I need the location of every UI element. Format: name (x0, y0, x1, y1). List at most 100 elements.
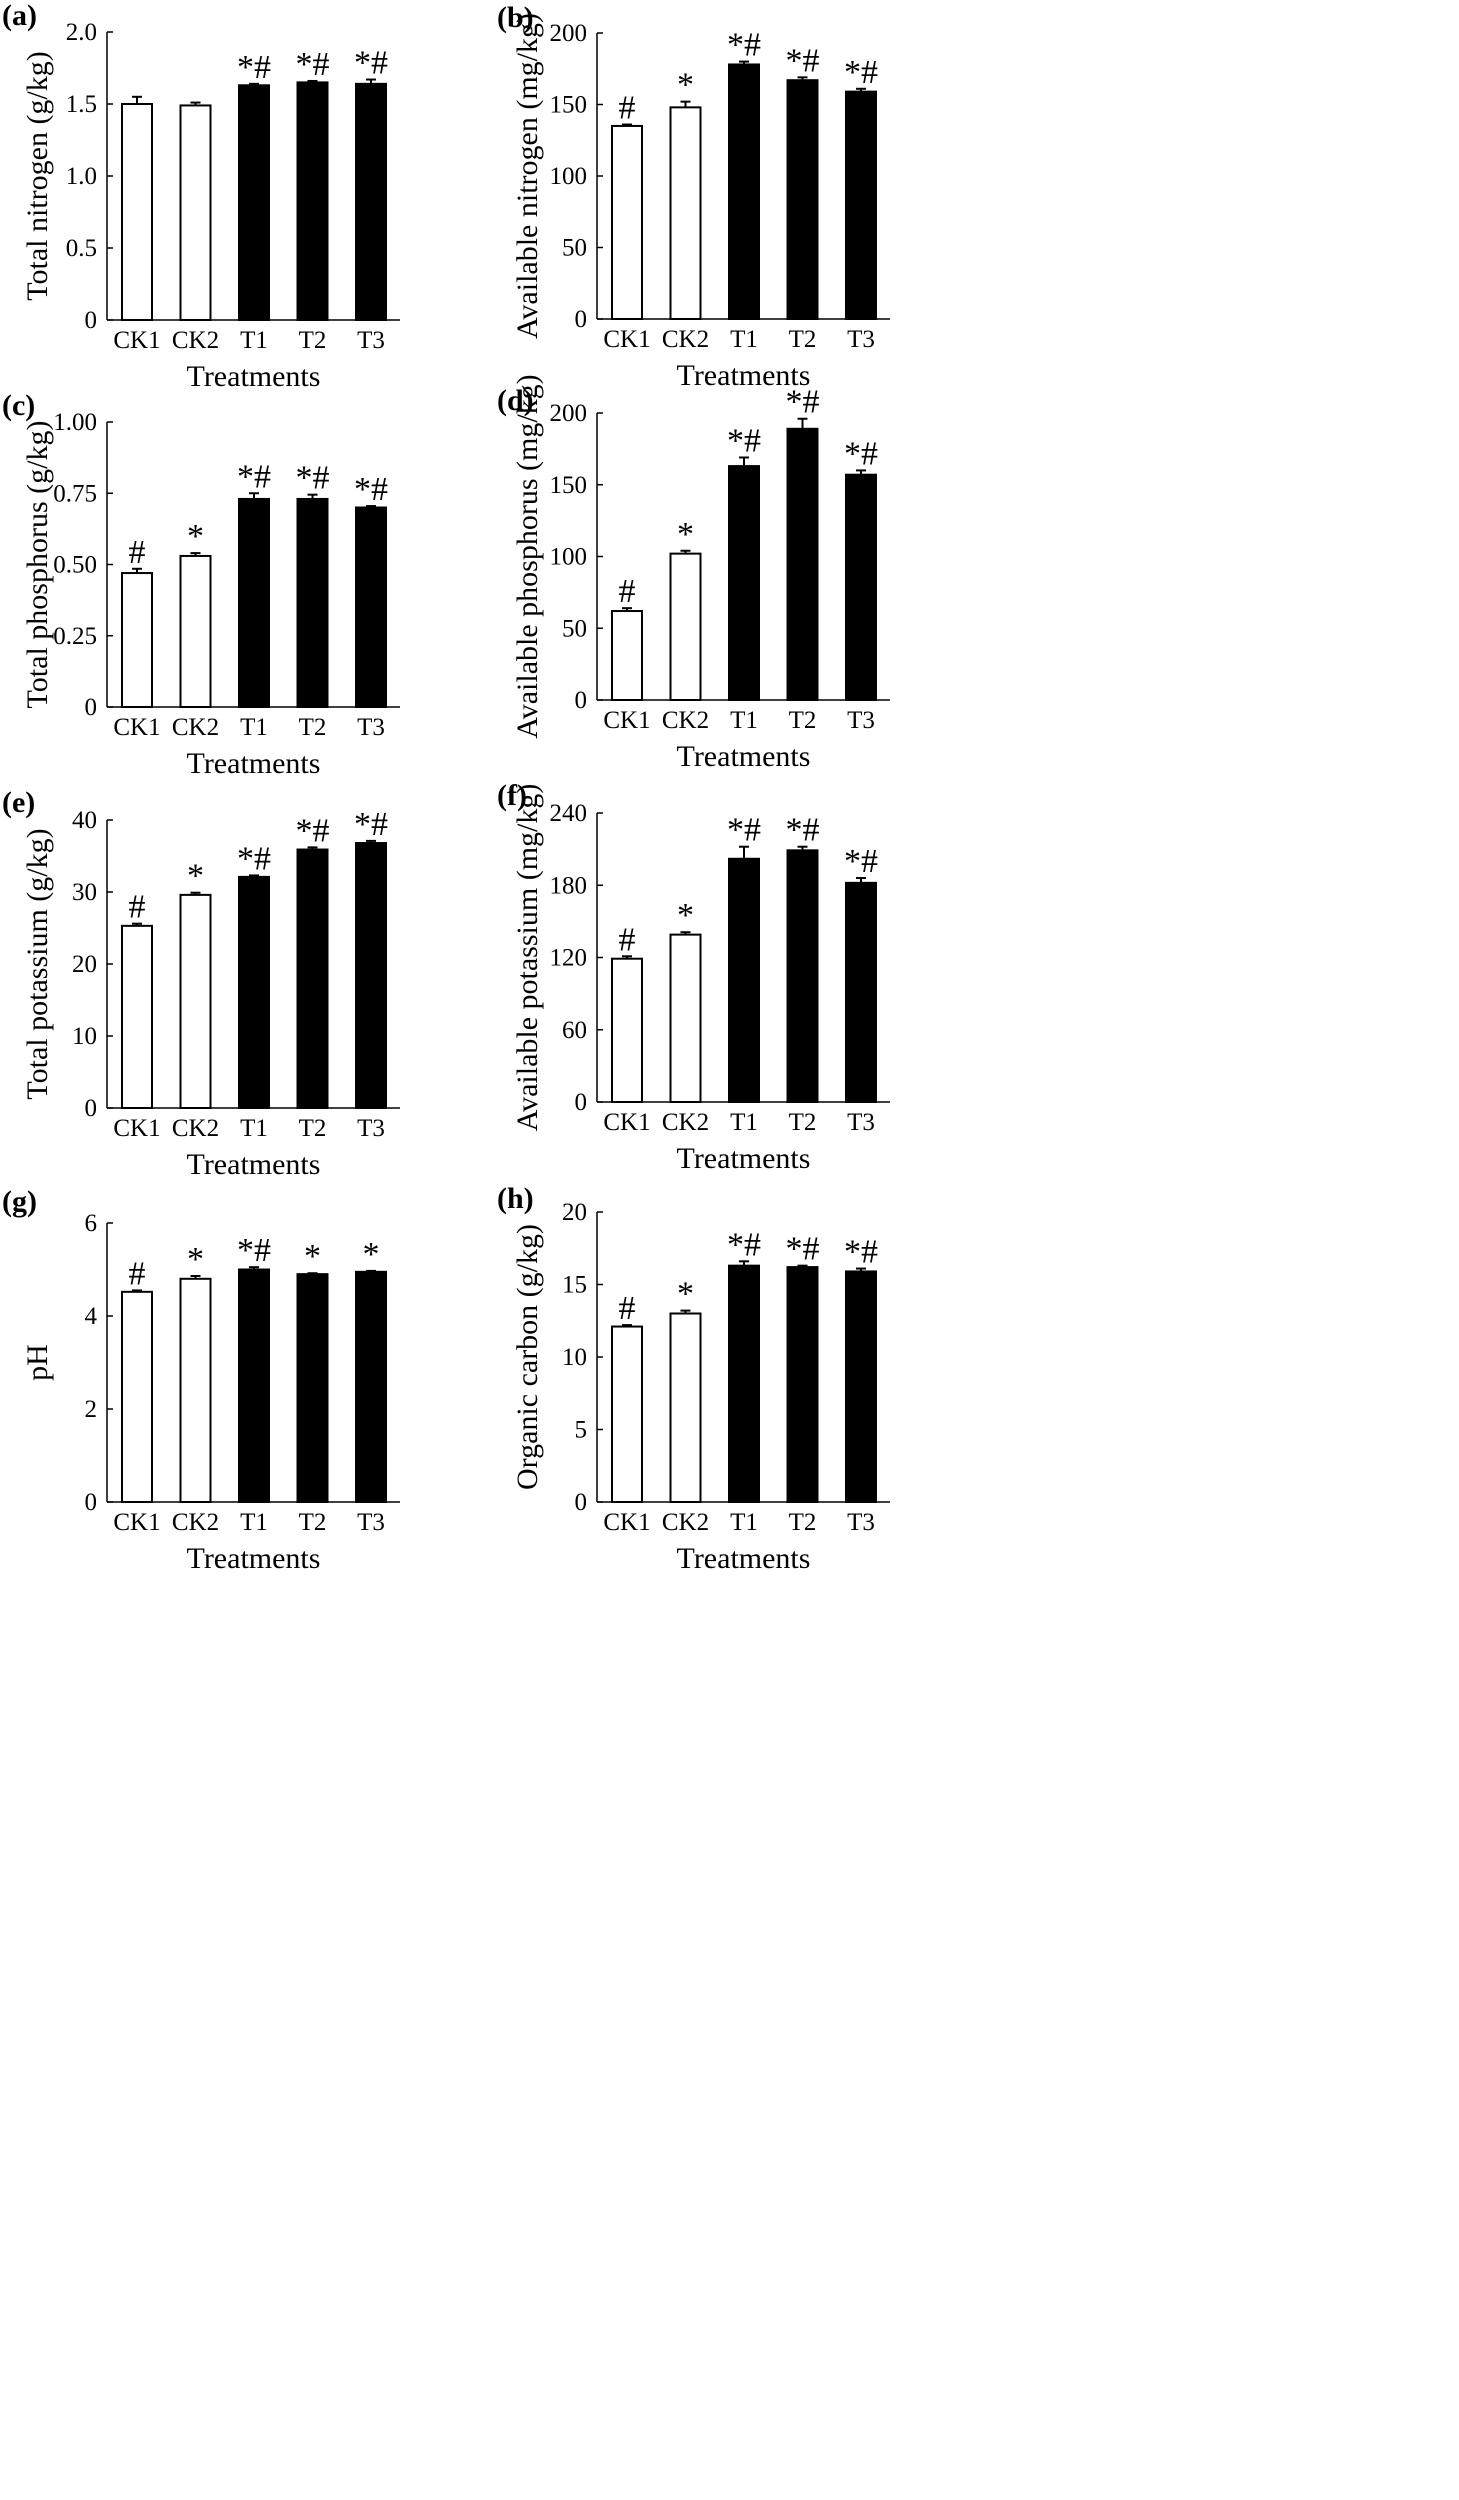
significance-mark: * (677, 1276, 694, 1313)
bar-t3 (845, 1270, 877, 1503)
bar-t3 (355, 1270, 387, 1503)
chart-panel-e: (e) 0 10 20 30 40 CK1 # CK2 * T1 *# T2 *# T3 *# Treatmen… (2, 786, 400, 1181)
significance-mark: *# (727, 1226, 761, 1263)
y-axis-title: pH (21, 1344, 54, 1381)
x-tick-label: CK2 (662, 707, 709, 734)
x-tick-label: CK2 (172, 1115, 219, 1142)
bar-t1 (238, 875, 270, 1109)
y-tick-label: 0 (575, 687, 588, 714)
bar-ck2 (179, 893, 212, 1109)
bar-t1 (728, 857, 760, 1104)
x-tick-label: T3 (847, 707, 875, 734)
x-tick-label: T1 (240, 1115, 268, 1142)
bar-ck2 (179, 104, 212, 321)
x-tick-label: T3 (357, 327, 385, 354)
significance-mark: *# (727, 27, 761, 64)
significance-mark: # (619, 921, 636, 958)
panel-label: (a) (2, 0, 37, 32)
significance-mark: *# (296, 812, 330, 849)
bar-ck1 (121, 1290, 153, 1503)
x-tick-label: T3 (847, 1509, 875, 1536)
y-axis-title: Available nitrogen (mg/kg) (511, 13, 544, 339)
bar-ck1 (121, 924, 153, 1110)
significance-mark: *# (786, 1231, 820, 1268)
y-tick-label: 0 (575, 1089, 588, 1116)
y-tick-label: 1.5 (66, 91, 97, 118)
x-axis-title: Treatments (187, 1148, 321, 1181)
x-axis-title: Treatments (187, 360, 321, 393)
bar-t2 (296, 497, 329, 709)
significance-mark: *# (727, 422, 761, 459)
significance-mark: *# (354, 806, 388, 843)
bar-t1 (728, 465, 760, 701)
x-tick-label: T1 (730, 326, 758, 353)
chart-panel-b: (b) 0 50 100 150 200 CK1 # CK2 * T1 *# T2 *# T3 *# Treat… (497, 1, 890, 392)
chart-panel-h: (h) 0 5 10 15 20 CK1 # CK2 * T1 *# T2 *# T3 *# Treatment… (497, 1182, 890, 1575)
x-tick-label: T2 (299, 714, 327, 741)
x-tick-label: CK1 (113, 1509, 160, 1536)
panel-label: (b) (497, 1, 534, 34)
bar-ck2 (669, 933, 702, 1104)
x-tick-label: T1 (730, 1109, 758, 1136)
x-tick-label: T2 (299, 1115, 327, 1142)
x-axis-title: Treatments (187, 1542, 321, 1575)
bar-ck2 (669, 1312, 702, 1503)
y-tick-label: 0.75 (53, 480, 97, 507)
y-tick-label: 1.0 (66, 163, 97, 190)
bar-ck1 (611, 1325, 643, 1504)
x-tick-label: CK2 (172, 1509, 219, 1536)
y-tick-label: 2.0 (66, 19, 97, 46)
x-tick-label: CK1 (113, 1115, 160, 1142)
bar-t2 (296, 848, 329, 1110)
panel-label: (g) (2, 1185, 37, 1218)
bar-t2 (296, 1273, 329, 1504)
significance-mark: *# (354, 471, 388, 508)
x-tick-label: T2 (789, 326, 817, 353)
y-axis-title: Available phosphorus (mg/kg) (511, 374, 544, 738)
panel-label: (c) (2, 389, 35, 422)
x-tick-label: CK1 (113, 327, 160, 354)
x-tick-label: T1 (730, 707, 758, 734)
bar-ck1 (611, 957, 643, 1103)
x-tick-label: T3 (357, 1509, 385, 1536)
x-tick-label: CK2 (662, 1109, 709, 1136)
y-tick-label: 50 (562, 615, 587, 642)
y-tick-label: 0.5 (66, 235, 97, 262)
bar-t2 (786, 849, 819, 1103)
y-tick-label: 10 (72, 1023, 97, 1050)
significance-mark: *# (844, 1234, 878, 1271)
x-tick-label: CK1 (603, 707, 650, 734)
bar-ck2 (669, 552, 702, 701)
bar-ck2 (179, 554, 212, 709)
y-tick-label: 6 (85, 1210, 98, 1237)
y-tick-label: 0 (85, 1489, 98, 1516)
bar-t2 (296, 81, 329, 322)
x-tick-label: T1 (240, 1509, 268, 1536)
bar-t1 (728, 1264, 760, 1504)
significance-mark: # (129, 1255, 146, 1292)
x-tick-label: CK1 (113, 714, 160, 741)
y-tick-label: 0 (85, 307, 98, 334)
bar-t1 (238, 497, 270, 709)
significance-mark: *# (296, 460, 330, 497)
chart-panel-c: (c) 0 0.25 0.50 0.75 1.00 CK1 # CK2 * T1 *# T2 *# T3 *#… (2, 389, 400, 780)
y-tick-label: 5 (575, 1417, 588, 1444)
bar-t3 (355, 842, 387, 1109)
bar-t1 (728, 63, 760, 320)
chart-panel-a: (a) 0 0.5 1.0 1.5 2.0 CK1 CK2 T1 *# T2 *# T3 *# Treatm… (2, 0, 400, 393)
significance-mark: # (619, 1290, 636, 1327)
bar-t3 (845, 90, 877, 320)
x-tick-label: T1 (240, 714, 268, 741)
panel-label: (h) (497, 1182, 534, 1215)
significance-mark: *# (786, 812, 820, 849)
significance-mark: * (304, 1238, 321, 1275)
x-tick-label: CK2 (662, 326, 709, 353)
y-tick-label: 200 (550, 400, 588, 427)
y-axis-title: Total nitrogen (g/kg) (21, 51, 54, 301)
x-tick-label: CK2 (172, 714, 219, 741)
significance-mark: *# (354, 45, 388, 82)
significance-mark: *# (727, 812, 761, 849)
bar-ck2 (179, 1277, 212, 1504)
significance-mark: * (187, 1241, 204, 1278)
